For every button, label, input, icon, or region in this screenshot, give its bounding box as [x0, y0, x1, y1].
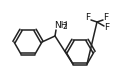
Text: NH: NH	[54, 22, 68, 30]
Text: 2: 2	[62, 22, 67, 31]
Text: F: F	[85, 13, 91, 22]
Text: F: F	[103, 13, 109, 22]
Text: F: F	[104, 22, 110, 32]
